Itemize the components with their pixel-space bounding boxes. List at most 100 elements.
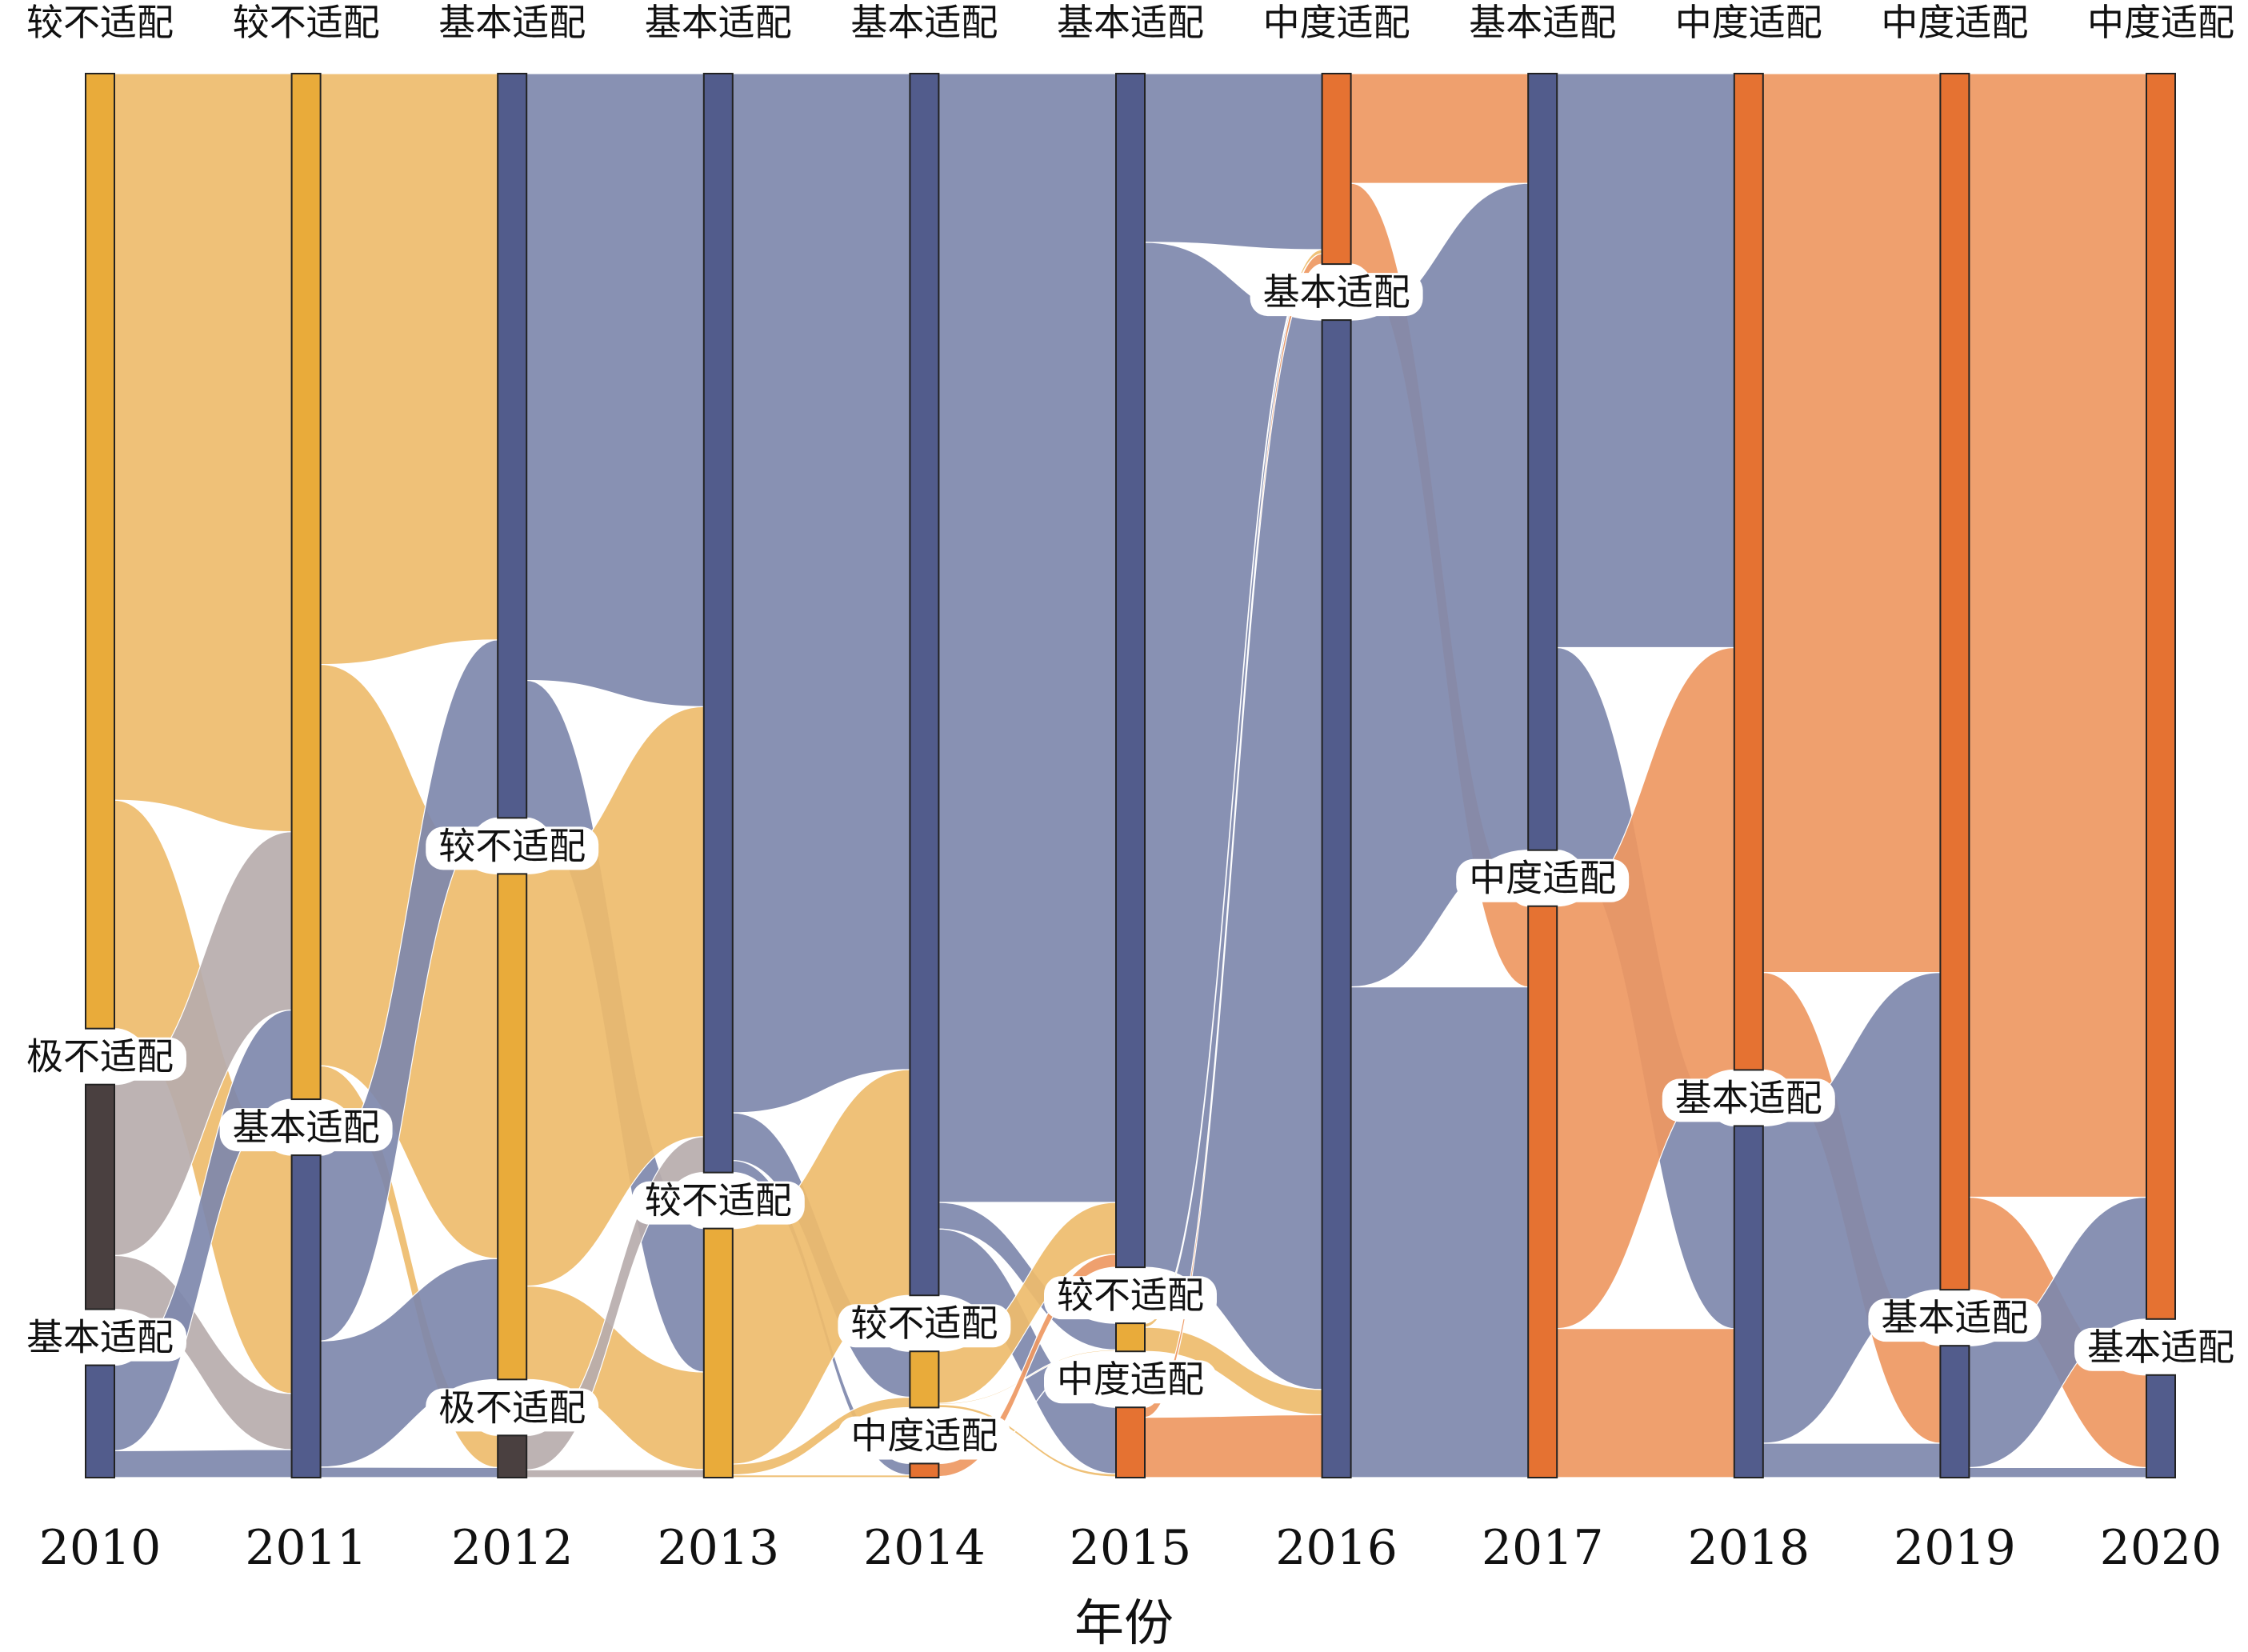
flow-2017-basic-to-2018-moderate: [1556, 73, 1735, 649]
node-label-2012-extremely-poor: 极不适配: [438, 1386, 586, 1429]
top-label-2011: 较不适配: [233, 1, 380, 44]
node-2019-basic: [1939, 1345, 1970, 1479]
flow-2015-basic-to-2016-moderate: [1144, 73, 1323, 250]
node-label-2010-basic: 基本适配: [26, 1316, 174, 1359]
year-label-2016: 2016: [1275, 1520, 1398, 1576]
flow-2016-moderate-to-2017-basic: [1350, 73, 1529, 184]
flow-2012-basic-to-2013-basic: [526, 73, 705, 707]
node-label-bg-2012-poor: [426, 826, 599, 870]
node-label-2011-basic: 基本适配: [233, 1106, 380, 1149]
node-2015-basic: [1115, 73, 1146, 1269]
node-2014-moderate: [909, 1462, 940, 1479]
flow-2015-basic-to-2016-basic: [1144, 242, 1323, 1390]
year-label-2012: 2012: [451, 1520, 574, 1576]
node-2012-extremely-poor: [497, 1434, 528, 1478]
flow-2012-extremely-poor-to-2013-poor: [526, 1469, 705, 1478]
node-label-2014-moderate: 中度适配: [850, 1414, 998, 1457]
node-2016-moderate: [1321, 73, 1352, 266]
year-label-2014: 2014: [863, 1520, 986, 1576]
flow-2010-basic-to-2011-basic: [114, 1449, 293, 1478]
node-label-2019-basic: 基本适配: [1881, 1296, 2028, 1339]
node-2017-moderate: [1527, 905, 1558, 1478]
category-nodes: [85, 73, 2176, 1479]
node-2010-poor: [85, 73, 115, 1030]
node-2019-moderate: [1939, 73, 1970, 1291]
top-label-2018: 中度适配: [1675, 1, 1822, 44]
node-2012-basic: [497, 73, 528, 819]
node-2010-extremely-poor: [85, 1083, 115, 1310]
flow-2019-moderate-to-2020-moderate: [1968, 73, 2147, 1198]
node-label-bg-2011-basic: [219, 1108, 393, 1152]
node-2018-basic: [1733, 1125, 1764, 1479]
node-label-2016-basic: 基本适配: [1263, 270, 1410, 314]
node-label-bg-2018-basic: [1662, 1078, 1835, 1122]
flow-2010-poor-to-2011-poor: [114, 73, 293, 833]
node-2016-basic: [1321, 319, 1352, 1479]
inline-node-labels: 极不适配基本适配基本适配较不适配极不适配较不适配较不适配中度适配较不适配中度适配…: [14, 270, 2247, 1460]
node-2011-basic: [290, 1154, 322, 1478]
node-label-bg-2020-basic: [2074, 1327, 2247, 1371]
flow-2011-basic-to-2012-extremely-poor: [320, 1466, 498, 1478]
node-2020-moderate: [2146, 73, 2176, 1320]
top-label-2012: 基本适配: [438, 1, 586, 44]
top-label-2013: 基本适配: [645, 1, 792, 44]
year-label-2019: 2019: [1894, 1520, 2016, 1576]
flow-2018-moderate-to-2019-moderate: [1762, 73, 1941, 974]
year-label-2018: 2018: [1687, 1520, 1810, 1576]
flow-2013-poor-to-2014-moderate: [732, 1474, 910, 1478]
node-label-2015-poor: 较不适配: [1057, 1274, 1204, 1317]
year-label-2010: 2010: [39, 1520, 162, 1576]
node-label-bg-2019-basic: [1868, 1298, 2042, 1342]
flow-2019-basic-to-2020-basic: [1968, 1466, 2147, 1478]
node-label-bg-2014-moderate: [838, 1416, 1011, 1460]
node-2013-basic: [702, 73, 734, 1174]
top-label-2020: 中度适配: [2087, 1, 2234, 44]
node-2017-basic: [1527, 73, 1558, 851]
node-label-2013-poor: 较不适配: [645, 1179, 792, 1222]
node-label-2010-extremely-poor: 极不适配: [26, 1035, 174, 1078]
node-label-bg-2015-moderate: [1044, 1360, 1217, 1404]
node-label-2014-poor: 较不适配: [850, 1302, 998, 1345]
node-2018-moderate: [1733, 73, 1764, 1071]
node-label-bg-2013-poor: [631, 1181, 805, 1225]
flow-2013-basic-to-2014-basic: [732, 73, 910, 1114]
node-2010-basic: [85, 1364, 115, 1478]
node-2020-basic: [2146, 1374, 2176, 1478]
node-label-2017-moderate: 中度适配: [1469, 857, 1616, 900]
node-2014-poor: [909, 1350, 940, 1409]
node-label-2020-basic: 基本适配: [2087, 1326, 2234, 1369]
year-label-2011: 2011: [245, 1520, 367, 1576]
node-label-2018-basic: 基本适配: [1675, 1076, 1822, 1119]
year-label-2020: 2020: [2100, 1520, 2222, 1576]
node-label-bg-2014-poor: [838, 1304, 1011, 1348]
flow-2014-basic-to-2015-basic: [938, 73, 1117, 1203]
top-category-labels: 较不适配 较不适配 基本适配 基本适配 基本适配 基本适配 中度适配 基本适配 中度适配 中度适配…: [26, 1, 2234, 44]
flow-2017-moderate-to-2018-basic: [1556, 1328, 1735, 1478]
top-label-2015: 基本适配: [1057, 1, 1204, 44]
x-axis-title: 年份: [1074, 1594, 1174, 1652]
node-2014-basic: [909, 73, 940, 1297]
node-2013-poor: [702, 1227, 734, 1479]
year-label-2013: 2013: [657, 1520, 779, 1576]
node-label-2015-moderate: 中度适配: [1057, 1358, 1204, 1401]
flow-2011-poor-to-2012-basic: [320, 73, 498, 666]
node-label-bg-2010-basic: [14, 1318, 186, 1362]
top-label-2010: 较不适配: [26, 1, 174, 44]
top-label-2017: 基本适配: [1469, 1, 1616, 44]
node-label-bg-2012-extremely-poor: [426, 1388, 599, 1432]
node-label-bg-2017-moderate: [1456, 858, 1630, 902]
top-label-2019: 中度适配: [1881, 1, 2028, 44]
flow-2016-basic-to-2017-moderate: [1350, 986, 1529, 1478]
top-label-2016: 中度适配: [1263, 1, 1410, 44]
x-axis-year-labels: 2010 2011 2012 2013 2014 2015 2016 2017 2018 2019…: [39, 1520, 2222, 1576]
node-2012-poor: [497, 873, 528, 1381]
node-label-bg-2010-extremely-poor: [14, 1037, 186, 1081]
node-2015-moderate: [1115, 1406, 1146, 1479]
node-label-bg-2016-basic: [1250, 273, 1423, 317]
node-label-bg-2015-poor: [1044, 1276, 1217, 1320]
year-label-2017: 2017: [1482, 1520, 1604, 1576]
flow-links: [114, 73, 2147, 1478]
node-label-2012-poor: 较不适配: [438, 824, 586, 867]
flow-2018-basic-to-2019-basic: [1762, 1442, 1941, 1478]
